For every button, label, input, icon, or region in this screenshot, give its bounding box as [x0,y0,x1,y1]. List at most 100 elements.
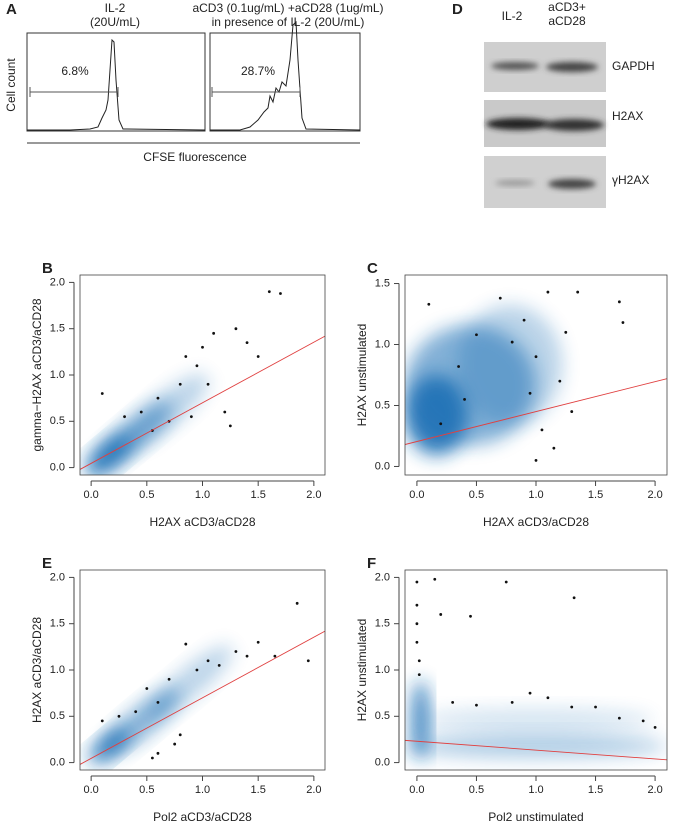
point [150,756,154,760]
x-label: H2AX aCD3/aCD28 [483,515,589,529]
point [279,292,282,295]
x-tick-label: 1.0 [195,784,210,796]
point [433,577,437,581]
y-tick-label: 0.5 [375,710,390,722]
point [100,719,104,723]
point [256,355,260,358]
point [228,424,232,428]
point [457,365,460,368]
x-tick-label: 2.0 [647,784,662,796]
point [552,446,556,450]
point [245,654,249,658]
panel-label: A [6,1,17,18]
blot-label: γH2AX [612,173,649,187]
point [156,701,160,704]
point [178,733,182,737]
panel-label: F [367,555,376,572]
density [405,734,667,758]
density [418,708,654,732]
point [173,742,177,746]
y-label: Cell count [4,58,18,112]
panel-label: B [42,260,53,277]
x-tick-label: 1.5 [251,784,266,796]
x-tick-label: 0.5 [469,784,484,796]
y-label: gamma−H2AX aCD3/aCD28 [30,298,44,451]
point [572,596,576,600]
point [217,663,221,667]
x-tick-label: 1.5 [588,784,603,796]
x-label: Pol2 aCD3/aCD28 [153,810,252,824]
point [475,703,478,707]
point [417,673,421,677]
x-label: H2AX aCD3/aCD28 [149,515,255,529]
y-tick-label: 0.5 [50,710,65,722]
point [117,714,121,718]
title: IL-2 [105,1,126,15]
point [540,428,544,432]
fit-line [80,335,325,470]
point [123,415,126,419]
scatter-panel: 0.0 0.5 1.0 1.5 2.0 0.0 0.5 1.0 1.5 2.0 H2AX aCD3/… [30,260,326,529]
x-tick-label: 1.0 [195,489,210,501]
point [306,659,310,663]
point [576,290,580,294]
point [156,396,160,400]
x-tick-label: 1.0 [528,489,543,501]
density [457,305,563,425]
point [206,659,210,663]
point [653,726,657,729]
fit-line [405,739,667,761]
y-label: H2AX aCD3/aCD28 [30,617,44,723]
x-tick-label: 1.5 [251,489,266,501]
title: aCD3 (0.1ug/mL) +aCD28 (1ug/mL) [192,1,383,15]
plot-box [209,32,361,132]
point [475,333,478,337]
panel-label: D [452,1,463,18]
plot-area [405,290,667,462]
point [156,751,160,755]
point [189,415,193,419]
x-label: Pol2 unstimulated [488,810,583,824]
point [534,458,538,462]
plot-box [404,274,668,476]
x-tick-label: 2.0 [306,784,321,796]
point [184,355,188,358]
panel-label: C [367,260,378,277]
point [195,668,199,672]
point [534,355,538,359]
y-tick-label: 1.0 [50,664,65,676]
plot-area [405,577,667,761]
scatter-panel: 0.0 0.5 1.0 1.5 2.0 0.0 0.5 1.0 1.5 2.0 Pol2 aCD3/… [30,555,326,824]
point [184,642,188,646]
x-tick-label: 2.0 [647,489,662,501]
histogram [210,20,361,131]
x-tick-label: 0.0 [409,784,424,796]
point [528,691,532,695]
gate-label: 28.7% [241,64,275,78]
y-tick-label: 0.0 [375,460,390,472]
point [206,382,210,386]
point [100,392,104,395]
y-label: H2AX unstimulated [355,619,369,722]
point [522,318,526,322]
y-tick-label: 0.5 [50,415,65,427]
point [498,296,502,300]
y-tick-label: 1.0 [375,338,390,350]
point [234,650,238,653]
band [548,179,596,189]
point [256,640,260,644]
blot-label: H2AX [612,109,643,123]
point [439,613,443,616]
y-tick-label: 0.0 [375,756,390,768]
lane-label: IL-2 [502,9,523,23]
point [469,614,472,618]
y-tick-label: 0.0 [50,461,65,473]
x-tick-label: 0.5 [139,784,154,796]
point [145,687,149,690]
plot-area [80,290,325,475]
point [415,622,419,626]
point [564,330,568,334]
point [617,716,621,720]
y-tick-label: 0.0 [50,756,65,768]
